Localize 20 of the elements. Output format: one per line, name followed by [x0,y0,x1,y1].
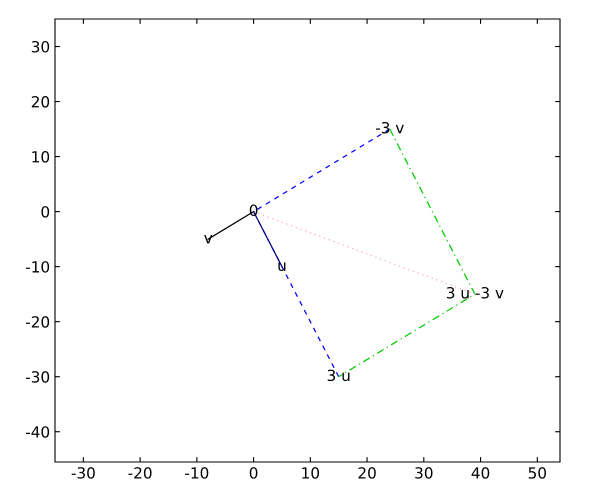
y-tick-label: 20 [32,96,50,108]
x-tick-label: 20 [358,467,376,479]
x-tick-label: -10 [185,467,208,479]
y-tick-label: 0 [41,206,50,218]
x-tick-label: -30 [72,467,95,479]
y-tick-label: 10 [32,151,50,163]
x-tick-label: 50 [528,467,546,479]
annotation: -3 v [376,122,404,134]
y-tick-label: 30 [32,40,50,53]
x-tick-label: 10 [302,467,320,479]
y-tick-label: -40 [26,426,50,438]
y-tick-label: -20 [26,316,50,328]
annotation: 3 u [328,370,350,382]
x-tick-label: 30 [415,467,433,479]
y-tick-label: -10 [26,261,50,273]
y-tick-label: -30 [26,371,50,383]
annotation: 3 u -3 v [446,287,504,299]
x-tick-label: 0 [250,467,258,479]
x-tick-label: -20 [128,467,152,479]
x-tick-label: 40 [472,467,490,479]
